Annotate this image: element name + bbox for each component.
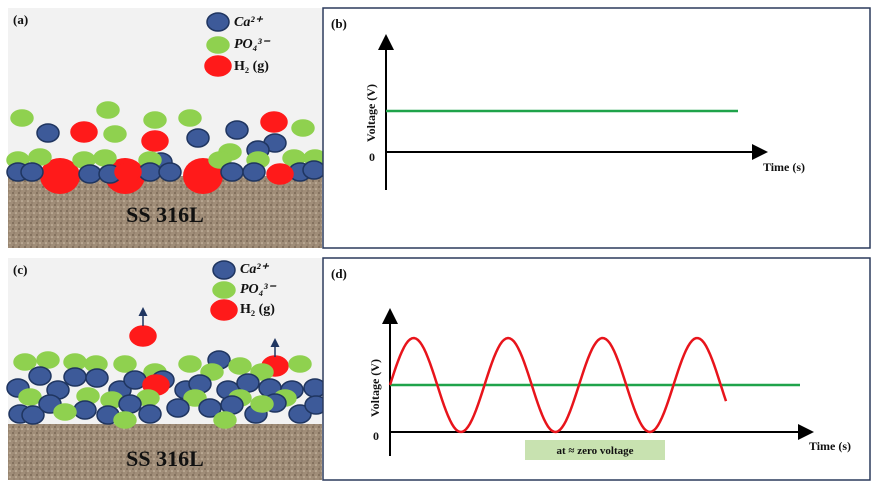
phosphate-ion bbox=[178, 355, 202, 373]
origin-label: 0 bbox=[369, 150, 375, 164]
calcium-ion bbox=[186, 128, 210, 148]
legend-text: Ca²⁺ bbox=[234, 15, 264, 30]
phosphate-ion bbox=[250, 363, 274, 381]
calcium-ion bbox=[20, 162, 44, 182]
phosphate-ion bbox=[13, 353, 37, 371]
voltage-wave bbox=[388, 336, 728, 434]
calcium-ion bbox=[206, 12, 230, 32]
phosphate-ion bbox=[206, 36, 230, 54]
calcium-ion bbox=[158, 162, 182, 182]
particles-c bbox=[6, 260, 328, 429]
annotation-box bbox=[525, 440, 665, 460]
phosphate-ion bbox=[10, 109, 34, 127]
phosphate-ion bbox=[178, 109, 202, 127]
hydrogen-bubble bbox=[70, 121, 98, 143]
hydrogen-bubble bbox=[266, 163, 294, 185]
calcium-ion bbox=[288, 404, 312, 424]
hydrogen-bubble bbox=[141, 130, 169, 152]
calcium-ion bbox=[28, 366, 52, 386]
calcium-ion bbox=[85, 368, 109, 388]
phosphate-ion bbox=[93, 149, 117, 167]
phosphate-ion bbox=[18, 388, 42, 406]
substrate-label: SS 316L bbox=[126, 446, 204, 471]
annotation: at ≈ zero voltage bbox=[557, 445, 634, 457]
calcium-ion bbox=[73, 400, 97, 420]
phosphate-ion bbox=[113, 355, 137, 373]
calcium-ion bbox=[302, 160, 326, 180]
calcium-ion bbox=[220, 162, 244, 182]
panel-b bbox=[322, 7, 871, 249]
calcium-ion bbox=[242, 162, 266, 182]
substrate bbox=[8, 424, 322, 480]
hydrogen-bubble bbox=[40, 158, 80, 194]
phosphate-ion bbox=[250, 395, 274, 413]
legend-text: H₂ (g) bbox=[240, 302, 275, 317]
phosphate-ion bbox=[36, 351, 60, 369]
legend-text: PO₄³⁻ bbox=[240, 282, 277, 297]
phosphate-ion bbox=[143, 111, 167, 129]
phosphate-ion bbox=[53, 403, 77, 421]
calcium-ion bbox=[78, 164, 102, 184]
legend-text: H₂ (g) bbox=[234, 59, 269, 74]
calcium-ion bbox=[166, 398, 190, 418]
hydrogen-bubble bbox=[260, 111, 288, 133]
axis-title: Time (s) bbox=[763, 160, 805, 174]
calcium-ion bbox=[63, 367, 87, 387]
calcium-ion bbox=[138, 162, 162, 182]
substrate-label: SS 316L bbox=[126, 202, 204, 227]
origin-label: 0 bbox=[373, 429, 379, 443]
phosphate-ion bbox=[291, 119, 315, 137]
hydrogen-bubble bbox=[204, 55, 232, 77]
axis-title: Voltage (V) bbox=[364, 84, 378, 142]
hydrogen-bubble bbox=[129, 325, 157, 347]
phosphate-ion bbox=[212, 281, 236, 299]
calcium-ion bbox=[21, 405, 45, 425]
particles-a bbox=[6, 12, 327, 194]
phosphate-ion bbox=[113, 411, 137, 429]
panel-label: (b) bbox=[331, 16, 347, 31]
phosphate-ion bbox=[288, 355, 312, 373]
hydrogen-bubble bbox=[114, 161, 142, 183]
axis-title: Voltage (V) bbox=[368, 359, 382, 417]
panel-label: (a) bbox=[13, 12, 28, 27]
calcium-ion bbox=[225, 120, 249, 140]
phosphate-ion bbox=[228, 357, 252, 375]
phosphate-ion bbox=[183, 389, 207, 407]
legend-text: PO₄³⁻ bbox=[234, 37, 271, 52]
panel-label: (c) bbox=[13, 262, 27, 277]
calcium-ion bbox=[212, 260, 236, 280]
hydrogen-bubble bbox=[210, 299, 238, 321]
calcium-ion bbox=[36, 123, 60, 143]
calcium-ion bbox=[138, 404, 162, 424]
phosphate-ion bbox=[96, 101, 120, 119]
axis-title: Time (s) bbox=[809, 439, 851, 453]
calcium-ion bbox=[118, 394, 142, 414]
phosphate-ion bbox=[213, 411, 237, 429]
legend-text: Ca²⁺ bbox=[240, 262, 270, 277]
panel-label: (d) bbox=[331, 266, 347, 281]
phosphate-ion bbox=[103, 125, 127, 143]
